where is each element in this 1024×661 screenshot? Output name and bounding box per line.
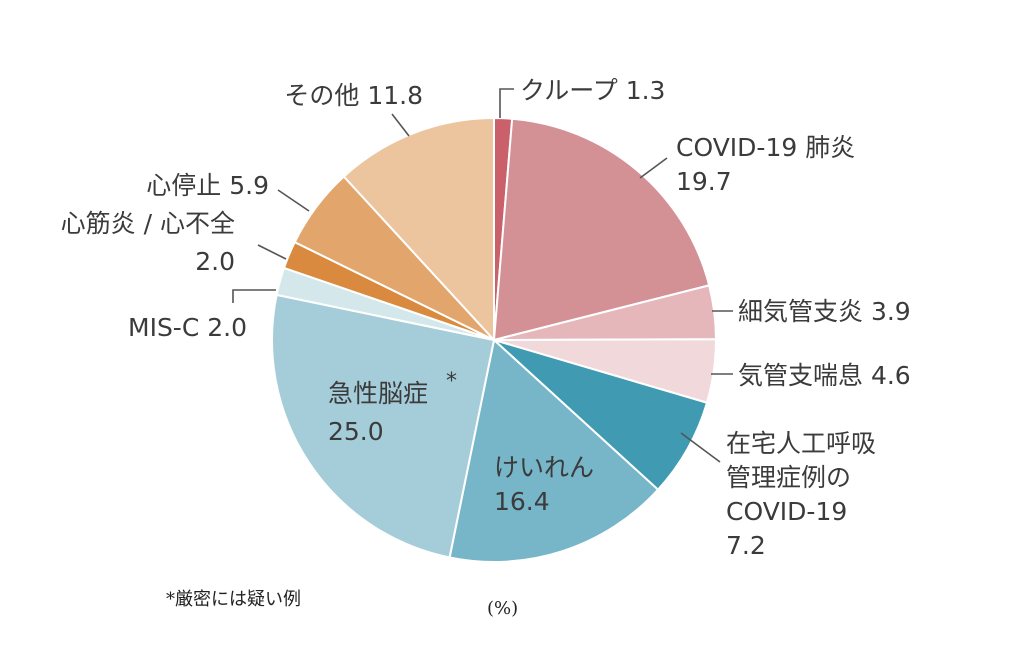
pie-slices bbox=[271, 116, 718, 563]
label-myocarditis: 心筋炎 / 心不全 bbox=[61, 209, 235, 238]
leader-croup bbox=[499, 88, 514, 118]
leader-mis-c bbox=[232, 289, 276, 303]
leader-myocarditis bbox=[257, 244, 287, 260]
unit-label: (%) bbox=[487, 598, 518, 619]
leader-cardiac-arrest bbox=[277, 189, 310, 212]
leader-home-ventilation bbox=[680, 432, 721, 463]
leader-lines bbox=[232, 88, 733, 463]
label-bronchiolitis: 細気管支炎 3.9 bbox=[738, 297, 911, 326]
label-cardiac-arrest: 心停止 5.9 bbox=[146, 171, 269, 200]
label-home-ventilation-line3: COVID-19 bbox=[726, 497, 847, 526]
leader-other bbox=[391, 113, 410, 137]
label-asthma: 気管支喘息 4.6 bbox=[738, 361, 911, 390]
label-covid-pneumonia-value: 19.7 bbox=[676, 167, 732, 196]
label-seizure: けいれん bbox=[494, 453, 594, 482]
pie-slice-5 bbox=[448, 338, 660, 563]
label-home-ventilation-value: 7.2 bbox=[726, 531, 766, 560]
label-encephalopathy: 急性脳症 bbox=[328, 379, 428, 408]
label-croup: クループ 1.3 bbox=[520, 76, 665, 105]
pie-slice-1 bbox=[492, 117, 711, 342]
label-encephalopathy-marker: * bbox=[446, 369, 457, 394]
slice-labels: クループ 1.3 COVID-19 肺炎 19.7 細気管支炎 3.9 気管支喘… bbox=[61, 76, 911, 560]
label-home-ventilation-line2: 管理症例の bbox=[726, 463, 851, 492]
label-seizure-value: 16.4 bbox=[494, 487, 550, 516]
leader-covid-pneumonia bbox=[639, 157, 668, 179]
pie-slice-10 bbox=[342, 116, 495, 343]
label-covid-pneumonia: COVID-19 肺炎 bbox=[676, 133, 855, 162]
pie-slice-6 bbox=[271, 293, 496, 559]
label-home-ventilation-line1: 在宅人工呼吸 bbox=[726, 429, 876, 458]
label-other: その他 11.8 bbox=[284, 81, 423, 110]
label-myocarditis-value: 2.0 bbox=[195, 247, 235, 276]
label-encephalopathy-value: 25.0 bbox=[328, 417, 384, 446]
pie-slice-4 bbox=[493, 339, 709, 492]
footnote: *厳密には疑い例 bbox=[166, 589, 301, 610]
label-mis-c: MIS-C 2.0 bbox=[128, 313, 247, 342]
